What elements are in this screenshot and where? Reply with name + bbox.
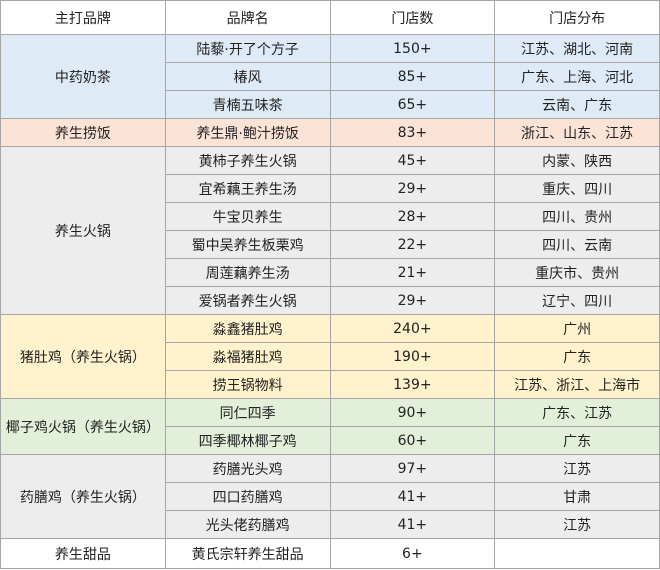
store-distribution-cell	[494, 538, 660, 569]
store-distribution-cell: 浙江、山东、江苏	[494, 118, 660, 147]
store-count-cell: 28+	[329, 202, 496, 231]
category-cell: 养生甜品	[0, 538, 166, 569]
table-row: 养生甜品 黄氏宗轩养生甜品 6+	[0, 538, 660, 569]
category-cell: 猪肚鸡（养生火锅）	[0, 314, 166, 399]
header-brand-name: 品牌名	[164, 0, 331, 35]
brand-name-cell: 椿风	[164, 62, 331, 91]
brand-name-cell: 淼福猪肚鸡	[164, 342, 331, 371]
store-distribution-cell: 内蒙、陕西	[494, 146, 660, 175]
store-distribution-cell: 广东、江苏	[494, 398, 660, 427]
store-distribution-cell: 重庆、四川	[494, 174, 660, 203]
store-count-cell: 22+	[329, 230, 496, 259]
store-distribution-cell: 甘肃	[494, 482, 660, 511]
store-distribution-cell: 江苏	[494, 510, 660, 539]
store-count-cell: 240+	[329, 314, 496, 343]
store-distribution-cell: 辽宁、四川	[494, 286, 660, 315]
header-store-count: 门店数	[329, 0, 496, 35]
store-count-cell: 65+	[329, 90, 496, 119]
brand-name-cell: 黄柿子养生火锅	[164, 146, 331, 175]
brand-name-cell: 捞王锅物料	[164, 370, 331, 399]
header-row: 主打品牌 品牌名 门店数 门店分布	[0, 0, 660, 35]
table-row: 周莲藕养生汤 21+ 重庆市、贵州	[0, 258, 660, 287]
category-cell: 养生火锅	[0, 146, 166, 315]
brand-name-cell: 陆藜·开了个方子	[164, 34, 331, 63]
category-cell: 椰子鸡火锅（养生火锅）	[0, 398, 166, 455]
store-distribution-cell: 广东	[494, 342, 660, 371]
table-row: 四口药膳鸡 41+ 甘肃	[0, 482, 660, 511]
store-distribution-cell: 广东	[494, 426, 660, 455]
store-count-cell: 60+	[329, 426, 496, 455]
store-distribution-cell: 江苏、浙江、上海市	[494, 370, 660, 399]
store-count-cell: 139+	[329, 370, 496, 399]
brand-name-cell: 淼鑫猪肚鸡	[164, 314, 331, 343]
store-distribution-cell: 四川、云南	[494, 230, 660, 259]
table-row: 椰子鸡火锅（养生火锅） 同仁四季 90+ 广东、江苏	[0, 398, 660, 455]
store-count-cell: 150+	[329, 34, 496, 63]
table-row: 椿风 85+ 广东、上海、河北	[0, 62, 660, 91]
store-count-cell: 21+	[329, 258, 496, 287]
brand-name-cell: 蜀中吴养生板栗鸡	[164, 230, 331, 259]
brand-name-cell: 同仁四季	[164, 398, 331, 427]
store-count-cell: 85+	[329, 62, 496, 91]
brand-name-cell: 爱锅者养生火锅	[164, 286, 331, 315]
store-distribution-cell: 四川、贵州	[494, 202, 660, 231]
brand-name-cell: 药膳光头鸡	[164, 454, 331, 483]
table-row: 养生捞饭 养生鼎·鲍汁捞饭 83+ 浙江、山东、江苏	[0, 118, 660, 147]
store-count-cell: 41+	[329, 482, 496, 511]
store-distribution-cell: 广东、上海、河北	[494, 62, 660, 91]
brand-name-cell: 黄氏宗轩养生甜品	[164, 538, 331, 569]
header-store-distribution: 门店分布	[494, 0, 660, 35]
table-body: 中药奶茶 陆藜·开了个方子 150+ 江苏、湖北、河南 椿风 85+ 广东、上海、河北 青楠五…	[0, 34, 660, 569]
store-count-cell: 190+	[329, 342, 496, 371]
store-count-cell: 97+	[329, 454, 496, 483]
store-distribution-cell: 重庆市、贵州	[494, 258, 660, 287]
brand-name-cell: 四季椰林椰子鸡	[164, 426, 331, 455]
store-count-cell: 6+	[329, 538, 496, 569]
store-count-cell: 90+	[329, 398, 496, 427]
store-distribution-cell: 江苏	[494, 454, 660, 483]
category-cell: 药膳鸡（养生火锅）	[0, 454, 166, 539]
brand-name-cell: 宜希藕王养生汤	[164, 174, 331, 203]
store-count-cell: 45+	[329, 146, 496, 175]
brand-name-cell: 牛宝贝养生	[164, 202, 331, 231]
table-row: 药膳鸡（养生火锅） 药膳光头鸡 97+ 江苏	[0, 454, 660, 539]
table-row: 养生火锅 黄柿子养生火锅 45+ 内蒙、陕西	[0, 146, 660, 315]
brand-name-cell: 周莲藕养生汤	[164, 258, 331, 287]
category-cell: 中药奶茶	[0, 34, 166, 119]
table-row: 猪肚鸡（养生火锅） 淼鑫猪肚鸡 240+ 广州	[0, 314, 660, 399]
category-cell: 养生捞饭	[0, 118, 166, 147]
brand-name-cell: 养生鼎·鲍汁捞饭	[164, 118, 331, 147]
store-count-cell: 41+	[329, 510, 496, 539]
header-category: 主打品牌	[0, 0, 166, 35]
store-distribution-cell: 广州	[494, 314, 660, 343]
brand-name-cell: 青楠五味茶	[164, 90, 331, 119]
store-distribution-cell: 云南、广东	[494, 90, 660, 119]
store-count-cell: 83+	[329, 118, 496, 147]
store-distribution-cell: 江苏、湖北、河南	[494, 34, 660, 63]
brand-name-cell: 四口药膳鸡	[164, 482, 331, 511]
store-count-cell: 29+	[329, 286, 496, 315]
store-count-cell: 29+	[329, 174, 496, 203]
brand-name-cell: 光头佬药膳鸡	[164, 510, 331, 539]
table-row: 中药奶茶 陆藜·开了个方子 150+ 江苏、湖北、河南	[0, 34, 660, 119]
